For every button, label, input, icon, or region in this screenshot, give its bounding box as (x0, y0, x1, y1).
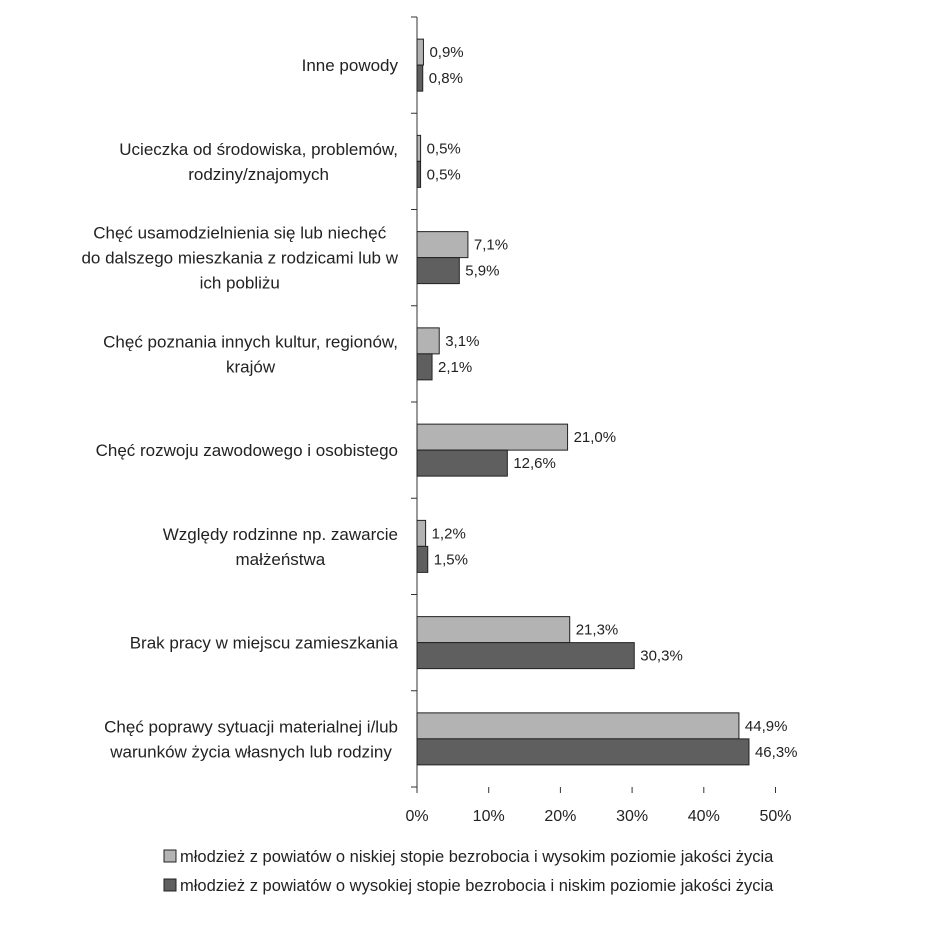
category-label: Względy rodzinne np. zawarcie małżeństwa (163, 525, 398, 569)
bar-series-1 (416, 616, 571, 644)
bar-series-1 (416, 712, 740, 740)
category-label-line: Brak pracy w miejscu zamieszkania (130, 634, 399, 653)
category-label: Ucieczka od środowiska, problemów, rodzin… (119, 140, 398, 184)
x-tick-label: 0% (405, 808, 428, 825)
category-label-line: Chęć rozwoju zawodowego i osobistego (96, 441, 398, 460)
bar-series-2 (416, 449, 508, 477)
category-label: Chęć usamodzielnienia się lub niechęć do … (81, 224, 398, 293)
x-tick-label: 40% (688, 808, 720, 825)
legend: młodzież z powiatów o niskiej stopie bez… (163, 848, 774, 895)
data-label: 44,9% (745, 718, 788, 735)
data-label: 21,0% (574, 429, 617, 446)
data-label: 5,9% (465, 263, 499, 280)
bar-series-2 (416, 160, 422, 188)
x-tick-label: 10% (473, 808, 505, 825)
bar-series-2 (416, 353, 433, 381)
bar-series-1 (416, 134, 422, 162)
category-label-line: rodziny/znajomych (188, 165, 329, 184)
data-label: 1,2% (432, 525, 466, 542)
data-label: 30,3% (640, 648, 683, 665)
data-label: 3,1% (445, 333, 479, 350)
category-label: Brak pracy w miejscu zamieszkania (130, 634, 399, 653)
category-labels: Inne powody Ucieczka od środowiska, probl… (81, 56, 398, 761)
category-label: Chęć poznania innych kultur, regionów, kr… (103, 332, 398, 376)
data-label: 7,1% (474, 237, 508, 254)
category-label-line: krajów (226, 357, 276, 376)
bar-series-1 (416, 231, 469, 259)
category-label: Chęć poprawy sytuacji materialnej i/lub w… (104, 717, 398, 761)
category-label-line: Ucieczka od środowiska, problemów, (119, 140, 398, 159)
category-label-line: ich pobliżu (200, 274, 280, 293)
x-axis-ticks: 0% 10% 20% 30% 40% 50% (405, 787, 792, 825)
bar-series-2 (416, 64, 424, 92)
category-label: Inne powody (302, 56, 399, 75)
data-label: 0,9% (429, 44, 463, 61)
legend-swatch (163, 849, 177, 863)
data-label: 21,3% (576, 622, 619, 639)
x-tick-label: 30% (616, 808, 648, 825)
bar-series-2 (416, 257, 460, 285)
bars: 0,9% 0,8% 0,5% 0,5% 7,1% 5,9% 3,1% 2,1% 21,0% 12,… (416, 38, 798, 766)
bar-series-2 (416, 642, 635, 670)
data-label: 0,8% (429, 70, 463, 87)
data-label: 46,3% (755, 744, 798, 761)
bar-series-2 (416, 738, 750, 766)
data-label: 0,5% (427, 166, 461, 183)
bar-series-1 (416, 423, 569, 451)
category-label-line: Chęć usamodzielnienia się lub niechęć (93, 224, 386, 243)
legend-swatch (163, 878, 177, 892)
category-label-line: Względy rodzinne np. zawarcie (163, 525, 398, 544)
data-label: 12,6% (513, 455, 556, 472)
x-tick-label: 20% (544, 808, 576, 825)
category-label-line: Inne powody (302, 56, 399, 75)
bar-series-1 (416, 38, 424, 66)
bar-series-2 (416, 545, 429, 573)
category-label-line: warunków życia własnych lub rodziny (109, 742, 392, 761)
category-label-line: Chęć poprawy sytuacji materialnej i/lub (104, 717, 398, 736)
axes (411, 16, 418, 788)
category-label: Chęć rozwoju zawodowego i osobistego (96, 441, 398, 460)
category-label-line: Chęć poznania innych kultur, regionów, (103, 332, 398, 351)
category-label-line: do dalszego mieszkania z rodzicami lub w (81, 249, 398, 268)
data-label: 0,5% (427, 140, 461, 157)
data-label: 2,1% (438, 359, 472, 376)
legend-label: młodzież z powiatów o wysokiej stopie be… (180, 877, 774, 895)
bar-series-1 (416, 327, 440, 355)
bar-series-1 (416, 519, 427, 547)
legend-label: młodzież z powiatów o niskiej stopie bez… (180, 848, 774, 866)
data-label: 1,5% (434, 551, 468, 568)
category-label-line: małżeństwa (235, 550, 325, 569)
x-tick-label: 50% (759, 808, 791, 825)
